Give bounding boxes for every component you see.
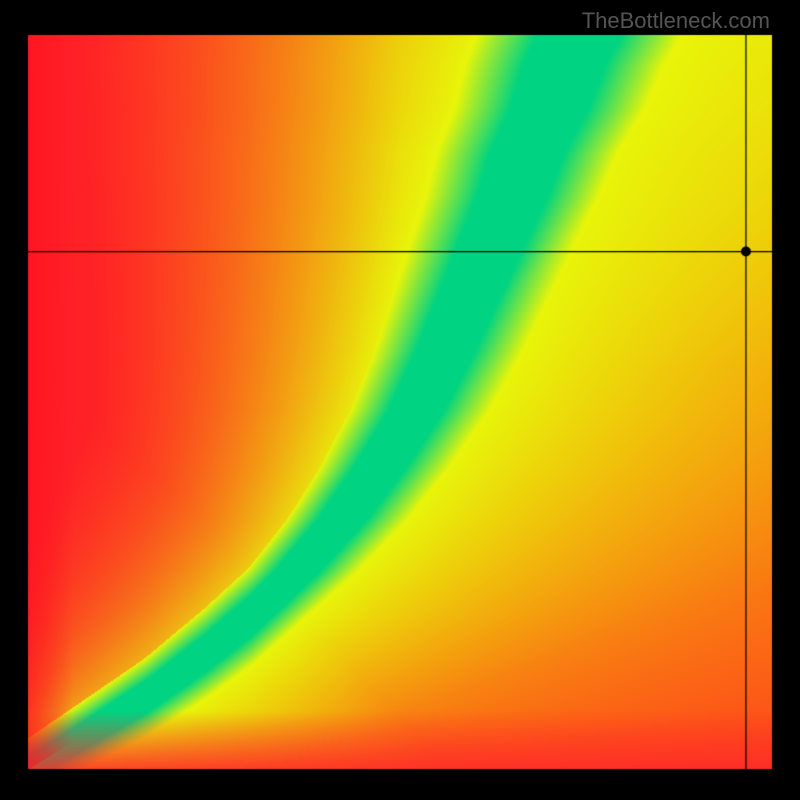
- heatmap-canvas: [0, 0, 800, 800]
- bottleneck-heatmap: TheBottleneck.com: [0, 0, 800, 800]
- watermark-text: TheBottleneck.com: [582, 8, 770, 34]
